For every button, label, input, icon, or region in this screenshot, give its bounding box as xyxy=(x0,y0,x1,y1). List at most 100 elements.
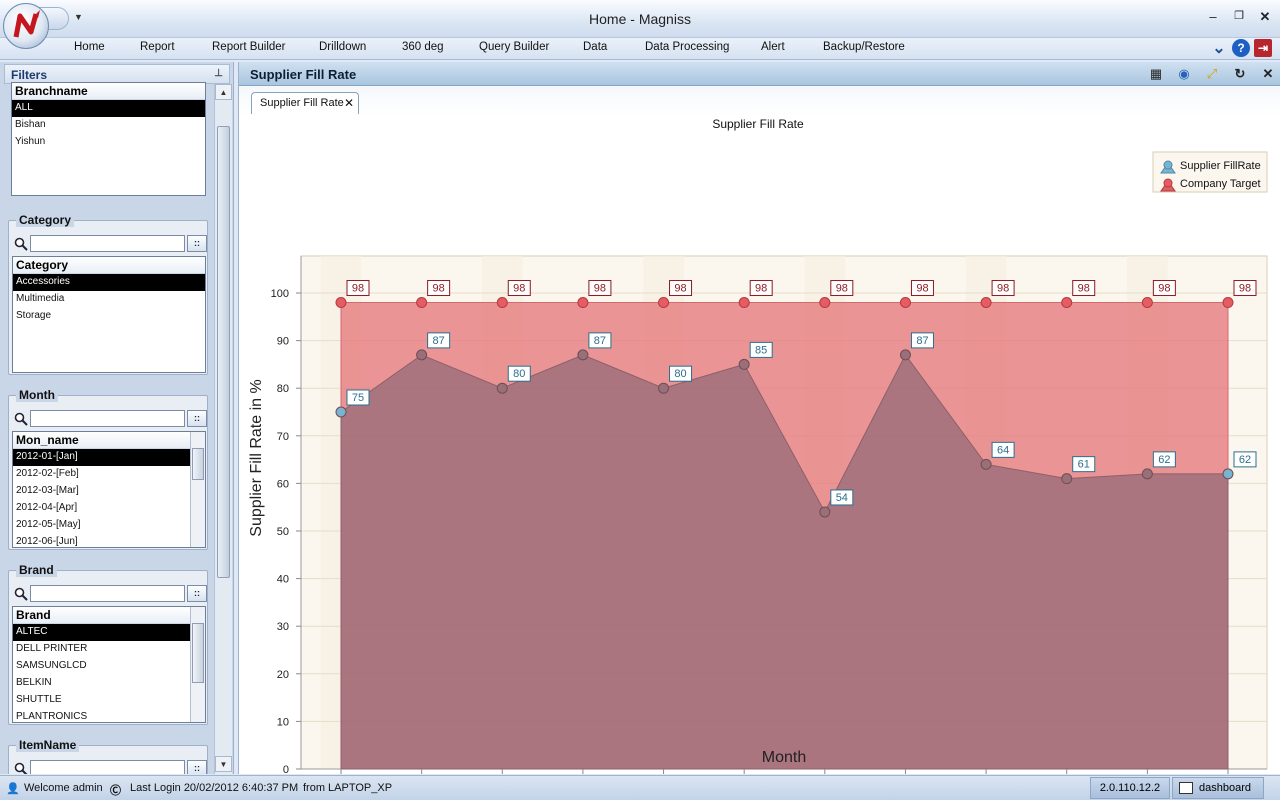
search-icon xyxy=(14,587,28,601)
data-label-supplier-fillrate: 80 xyxy=(669,365,693,382)
brand-search-button[interactable]: :: xyxy=(187,585,207,602)
category-item[interactable]: Multimedia xyxy=(16,293,65,304)
month-search-input[interactable] xyxy=(30,410,185,427)
exit-icon[interactable]: ⇥ xyxy=(1254,39,1272,57)
menu-alert[interactable]: Alert xyxy=(761,41,785,53)
close-panel-icon[interactable]: ✕ xyxy=(1262,66,1274,81)
help-icon[interactable]: ? xyxy=(1232,39,1250,57)
grid-view-icon[interactable]: ▦ xyxy=(1149,66,1163,81)
brand-scroll-thumb[interactable] xyxy=(192,623,204,683)
itemname-search-button[interactable]: :: xyxy=(187,760,207,774)
restore-button[interactable]: ❐ xyxy=(1234,10,1244,22)
brand-list[interactable]: Brand ALTEC DELL PRINTER SAMSUNGLCD BELK… xyxy=(12,606,206,723)
data-label-text: 98 xyxy=(916,283,928,295)
data-label-text: 98 xyxy=(1158,283,1170,295)
month-item[interactable]: 2012-01-[Jan] xyxy=(13,449,190,466)
menu-drilldown[interactable]: Drilldown xyxy=(319,41,367,53)
data-label-box xyxy=(910,280,934,297)
branch-item[interactable]: Yishun xyxy=(15,136,46,147)
filters-scrollbar[interactable]: ▲ ▼ xyxy=(214,84,232,774)
data-label-box xyxy=(346,389,370,406)
category-group: :: Category Accessories Multimedia Stora… xyxy=(8,220,208,375)
title-bar: ▼ Home - Magniss – ❐ ✕ xyxy=(0,0,1280,38)
y-tick-label: 60 xyxy=(277,478,289,490)
data-point-company-target xyxy=(1141,297,1153,309)
branch-item[interactable]: ALL xyxy=(12,100,205,117)
last-login-text: Last Login 20/02/2012 6:40:37 PM xyxy=(130,782,299,794)
menu-query-builder[interactable]: Query Builder xyxy=(479,41,550,53)
data-label-box xyxy=(588,280,612,297)
data-label-supplier-fillrate: 62 xyxy=(1233,451,1257,468)
brand-item[interactable]: SHUTTLE xyxy=(16,694,62,705)
scroll-down-icon[interactable]: ▼ xyxy=(215,756,232,772)
pin-icon[interactable]: ⊥ xyxy=(214,68,223,79)
brand-list-scrollbar[interactable] xyxy=(190,607,205,722)
month-search-button[interactable]: :: xyxy=(187,410,207,427)
brand-item[interactable]: DELL PRINTER xyxy=(16,643,88,654)
category-search-input[interactable] xyxy=(30,235,185,252)
category-item[interactable]: Storage xyxy=(16,310,52,321)
data-label-text: 98 xyxy=(352,283,364,295)
month-item[interactable]: 2012-04-[Apr] xyxy=(16,502,78,513)
month-item[interactable]: 2012-03-[Mar] xyxy=(16,485,79,496)
search-icon xyxy=(14,412,28,426)
legend-label: Supplier FillRate xyxy=(1180,160,1261,172)
itemname-search-input[interactable] xyxy=(30,760,185,774)
itemname-group: :: xyxy=(8,745,208,774)
category-search-button[interactable]: :: xyxy=(187,235,207,252)
data-label-box xyxy=(910,332,934,349)
month-scroll-thumb[interactable] xyxy=(192,448,204,480)
category-item[interactable]: Accessories xyxy=(13,274,205,291)
branch-item[interactable]: Bishan xyxy=(15,119,46,130)
minimize-button[interactable]: – xyxy=(1209,9,1217,24)
brand-item[interactable]: ALTEC xyxy=(13,624,190,641)
dashboard-icon xyxy=(1179,782,1193,794)
legend-marker xyxy=(1163,178,1173,188)
chart-legend: Supplier FillRate Company Target xyxy=(1152,151,1268,193)
refresh-icon[interactable]: ↻ xyxy=(1234,66,1246,81)
data-label-supplier-fillrate: 54 xyxy=(830,489,854,506)
data-label-supplier-fillrate: 87 xyxy=(910,332,934,349)
data-label-company-target: 98 xyxy=(830,280,854,297)
menu-data[interactable]: Data xyxy=(583,41,608,53)
data-label-box xyxy=(669,280,693,297)
menu-report-builder[interactable]: Report Builder xyxy=(212,41,286,53)
month-item[interactable]: 2012-06-[Jun] xyxy=(16,536,78,547)
dashboard-label: dashboard xyxy=(1199,782,1251,794)
quick-access-dropdown-icon[interactable]: ▼ xyxy=(74,12,83,22)
month-item[interactable]: 2012-02-[Feb] xyxy=(16,468,79,479)
x-axis-label: Month xyxy=(762,749,806,766)
chart-settings-icon[interactable]: ◉ xyxy=(1178,66,1190,81)
tab-close-icon[interactable]: ✕ xyxy=(343,96,354,110)
legend-label: Company Target xyxy=(1180,178,1261,190)
month-list-scrollbar[interactable] xyxy=(190,432,205,547)
data-label-box xyxy=(507,280,531,297)
y-tick-label: 80 xyxy=(277,383,289,395)
search-icon xyxy=(14,237,28,251)
chevron-down-icon[interactable]: ⌄ xyxy=(1212,40,1226,57)
brand-item[interactable]: BELKIN xyxy=(16,677,52,688)
data-label-company-target: 98 xyxy=(910,280,934,297)
month-list[interactable]: Mon_name 2012-01-[Jan] 2012-02-[Feb] 201… xyxy=(12,431,206,548)
menu-home[interactable]: Home xyxy=(74,41,105,53)
filters-scroll-thumb[interactable] xyxy=(217,126,230,578)
menu-report[interactable]: Report xyxy=(140,41,175,53)
branch-list[interactable]: Branchname ALL Bishan Yishun xyxy=(11,82,206,196)
app-logo[interactable] xyxy=(3,3,49,49)
maximize-icon[interactable]: ⤢ xyxy=(1206,66,1218,81)
brand-item[interactable]: PLANTRONICS xyxy=(16,711,88,722)
brand-search-input[interactable] xyxy=(30,585,185,602)
close-button[interactable]: ✕ xyxy=(1259,9,1271,24)
menu-backup-restore[interactable]: Backup/Restore xyxy=(823,41,905,53)
dashboard-button[interactable]: dashboard xyxy=(1172,777,1264,799)
month-item[interactable]: 2012-05-[May] xyxy=(16,519,81,530)
menu-360-deg[interactable]: 360 deg xyxy=(402,41,444,53)
category-list[interactable]: Category Accessories Multimedia Storage xyxy=(12,256,206,373)
tab-supplier-fill-rate[interactable]: Supplier Fill Rate ✕ xyxy=(251,92,359,114)
data-point-supplier-fillrate xyxy=(980,458,992,470)
scroll-up-icon[interactable]: ▲ xyxy=(215,84,232,100)
main-header: Supplier Fill Rate ▦ ◉ ⤢ ↻ ✕ xyxy=(239,62,1280,86)
brand-item[interactable]: SAMSUNGLCD xyxy=(16,660,87,671)
menu-data-processing[interactable]: Data Processing xyxy=(645,41,730,53)
data-label-text: 87 xyxy=(916,335,928,347)
